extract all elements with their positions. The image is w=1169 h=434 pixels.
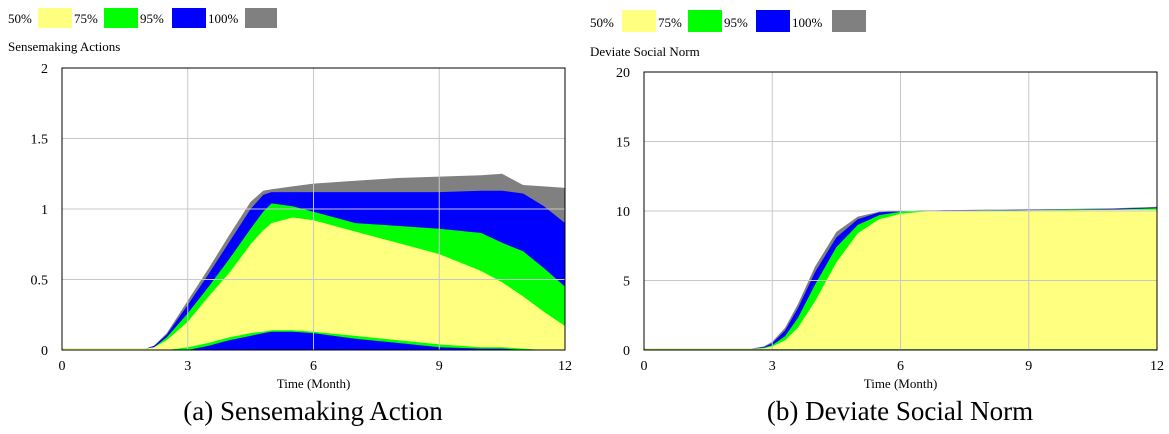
x-axis-label: Time (Month) [277, 376, 351, 391]
x-tick-label: 9 [1025, 359, 1032, 374]
x-tick-label: 9 [436, 359, 443, 374]
y-tick-label: 0 [623, 344, 630, 359]
legend: 50% 75% 95% 100% [590, 10, 866, 32]
x-axis-label: Time (Month) [864, 376, 938, 391]
legend-label-95: 95% [140, 11, 164, 26]
y-tick-label: 1.5 [31, 133, 49, 148]
plot-frame [643, 71, 1158, 351]
chart-caption: (b) Deviate Social Norm [767, 396, 1033, 426]
x-tick-label: 0 [641, 359, 648, 374]
legend: 50% 75% 95% 100% [8, 8, 277, 28]
x-tick-label: 12 [1150, 359, 1164, 374]
legend-swatch-75 [688, 10, 722, 32]
legend-label-50: 50% [8, 11, 32, 26]
x-tick-label: 3 [184, 359, 191, 374]
y-tick-label: 15 [616, 136, 630, 151]
x-tick-label: 3 [769, 359, 776, 374]
y-tick-label: 1 [41, 203, 48, 218]
deviate-norm-chart: 50% 75% 95% 100% Deviate Social Norm (b)… [590, 10, 1164, 426]
chart-title: Deviate Social Norm [590, 44, 700, 59]
y-tick-label: 20 [616, 66, 630, 81]
x-tick-label: 6 [310, 359, 317, 374]
x-tick-label: 0 [59, 359, 66, 374]
legend-swatch-50 [38, 8, 72, 28]
chart-title: Sensemaking Actions [8, 39, 120, 54]
chart-caption: (a) Sensemaking Action [183, 396, 443, 426]
legend-swatch-75 [104, 8, 138, 28]
legend-label-100: 100% [792, 15, 823, 30]
legend-label-50: 50% [590, 15, 614, 30]
legend-swatch-50 [622, 10, 656, 32]
legend-label-75: 75% [658, 15, 682, 30]
y-tick-label: 2 [41, 62, 48, 77]
legend-label-75: 75% [74, 11, 98, 26]
legend-swatch-100 [832, 10, 866, 32]
y-tick-label: 0 [41, 344, 48, 359]
legend-swatch-100 [245, 8, 277, 28]
legend-label-100: 100% [208, 11, 239, 26]
legend-swatch-95 [172, 8, 206, 28]
x-tick-label: 12 [558, 359, 572, 374]
legend-swatch-95 [756, 10, 790, 32]
sensemaking-chart: 50% 75% 95% 100% Sensemaking Actions (a)… [8, 8, 572, 426]
y-tick-label: 0.5 [31, 274, 49, 289]
y-tick-label: 5 [623, 275, 630, 290]
y-tick-label: 10 [616, 205, 630, 220]
plot-frame [61, 67, 566, 351]
legend-label-95: 95% [724, 15, 748, 30]
x-tick-label: 6 [897, 359, 904, 374]
